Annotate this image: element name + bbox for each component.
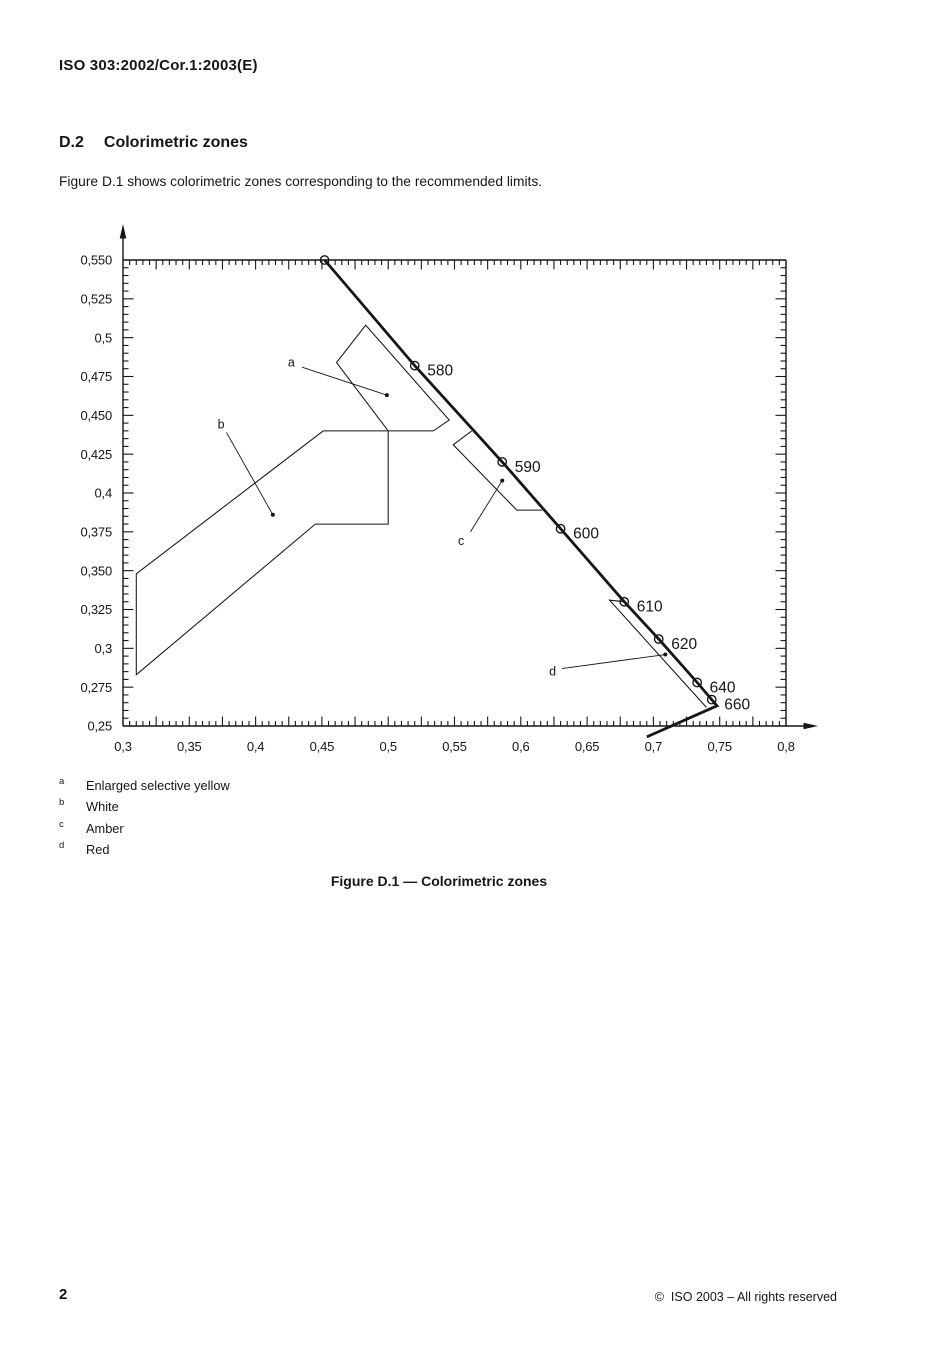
footnote-ref: d <box>59 839 65 851</box>
footnote-ref: a <box>59 776 65 787</box>
section-heading: D.2 Colorimetric zones <box>59 134 248 152</box>
zone-a-outline <box>335 324 450 432</box>
y-tick-label: 0,350 <box>80 563 112 578</box>
y-tick-label: 0,425 <box>80 447 112 462</box>
axis-ticks <box>122 259 787 727</box>
footnote-row: c Amber <box>59 819 230 840</box>
zone-d-leader-line <box>561 654 666 669</box>
axes <box>119 224 818 730</box>
footnote-text: Enlarged selective yellow <box>86 778 230 793</box>
wavelength-marker-icon <box>319 255 330 265</box>
y-tick-label: 0,450 <box>80 408 112 423</box>
wavelength-marker-icon <box>619 596 630 607</box>
y-tick-label: 0,4 <box>95 486 112 501</box>
footnote-text: White <box>86 799 119 815</box>
y-tick-label: 0,5 <box>95 330 112 345</box>
wavelength-label: 610 <box>637 599 663 616</box>
y-tick-label: 0,475 <box>80 369 112 384</box>
x-tick-label: 0,3 <box>114 739 131 754</box>
x-tick-label: 0,4 <box>247 739 264 754</box>
x-tick-label: 0,75 <box>707 739 732 754</box>
wavelength-marker-icon <box>692 677 703 688</box>
y-axis-labels: 0,550 0,525 0,5 0,475 0,450 0,425 0,4 0,375 0,35… <box>80 253 112 734</box>
section-title: Colorimetric zones <box>103 134 248 151</box>
x-tick-label: 0,55 <box>442 739 467 754</box>
x-tick-label: 0,45 <box>310 739 335 754</box>
footnote-ref: c <box>59 818 64 830</box>
wavelength-label: 580 <box>427 363 453 380</box>
zones: a b c d <box>135 324 707 708</box>
zone-d-outline <box>608 599 707 708</box>
x-tick-label: 0,65 <box>575 739 600 754</box>
y-tick-label: 0,325 <box>80 602 112 617</box>
footnote-ref: b <box>59 797 65 809</box>
copyright-notice: © ISO 2003 – All rights reserved <box>654 1290 837 1304</box>
x-tick-label: 0,35 <box>177 739 202 754</box>
x-tick-label: 0,7 <box>645 739 662 754</box>
zone-b-leader-dot <box>270 512 275 517</box>
zone-b-outline <box>135 430 389 676</box>
figure-footnotes: a Enlarged selective yellow b White c Amber d R… <box>59 776 230 861</box>
intro-paragraph: Figure D.1 shows colorimetric zones corr… <box>59 174 543 189</box>
footnote-row: d Red <box>59 840 230 861</box>
zone-a-leader-line <box>301 366 388 396</box>
wavelength-marker-icon <box>409 360 420 371</box>
y-tick-label: 0,3 <box>95 641 112 656</box>
x-tick-label: 0,6 <box>512 739 529 754</box>
footnote-row: b White <box>59 797 230 818</box>
zone-b-leader-line <box>226 432 274 515</box>
wavelength-label: 600 <box>573 526 599 543</box>
zone-d-label: d <box>549 665 556 679</box>
wavelength-label: 620 <box>671 636 697 653</box>
zone-c-outline <box>452 430 542 511</box>
page-number: 2 <box>59 1286 68 1303</box>
y-axis-arrow-icon <box>119 224 127 239</box>
y-tick-label: 0,375 <box>80 525 112 540</box>
x-tick-label: 0,8 <box>777 739 794 754</box>
zone-c-label: c <box>458 534 464 548</box>
zone-c-leader-dot <box>500 478 505 483</box>
zone-c-leader-line <box>470 480 503 533</box>
spectral-locus-line <box>323 259 720 739</box>
zone-a-leader-dot <box>384 393 389 398</box>
wavelength-marker-icon <box>706 694 717 705</box>
y-tick-label: 0,275 <box>80 680 112 695</box>
zone-d-leader-dot <box>663 652 668 657</box>
zone-a-label: a <box>288 356 295 370</box>
footnote-text: Amber <box>86 820 124 836</box>
footnote-text: Red <box>86 841 110 857</box>
zone-b-label: b <box>218 418 225 432</box>
y-tick-label: 0,550 <box>80 253 112 268</box>
footnote-row: a Enlarged selective yellow <box>59 776 230 797</box>
x-axis-arrow-icon <box>803 722 818 730</box>
wavelength-label: 640 <box>710 680 736 697</box>
figure-caption: Figure D.1 — Colorimetric zones <box>330 873 548 889</box>
document-header: ISO 303:2002/Cor.1:2003(E) <box>59 57 258 74</box>
wavelength-marker-icon <box>653 634 664 644</box>
y-tick-label: 0,525 <box>80 292 112 307</box>
x-axis-labels: 0,3 0,35 0,4 0,45 0,5 0,55 0,6 0,65 0,7 0,75 0,8 <box>114 739 795 754</box>
section-number: D.2 <box>59 134 84 151</box>
wavelength-marker-icon <box>555 523 566 534</box>
wavelength-marker-icon <box>497 457 508 467</box>
x-tick-label: 0,5 <box>379 739 396 754</box>
wavelength-label: 660 <box>724 697 750 714</box>
y-tick-label: 0,25 <box>87 719 112 734</box>
wavelength-label: 590 <box>515 459 541 476</box>
